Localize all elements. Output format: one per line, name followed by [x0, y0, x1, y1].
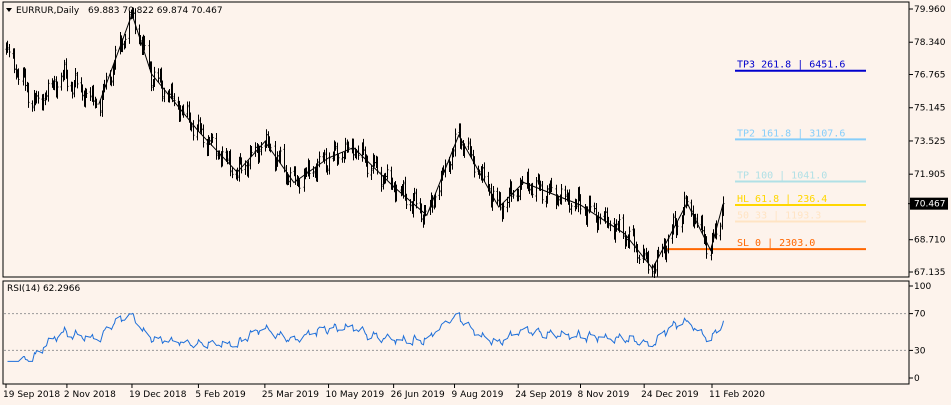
price-tick-label: 75.145 [914, 104, 946, 114]
header-symbol: EURRUR,Daily [16, 6, 80, 16]
price-axis: 79.960 78.340 76.765 75.145 73.525 71.905 68.7… [909, 5, 946, 278]
fib-level-label: TP3 261.8 | 6451.6 [737, 60, 845, 71]
date-tick-label: 19 Dec 2018 [129, 390, 187, 400]
header-ohlc: 69.883 70.822 69.874 70.467 [88, 6, 223, 16]
price-tick-label: 79.960 [914, 5, 946, 15]
rsi-tick-label: 0 [914, 374, 920, 384]
fib-level-label: SL 0 | 2303.0 [737, 238, 815, 249]
fib-level-label: 50 33 | 1193.3 [737, 210, 821, 221]
rsi-tick-label: 30 [914, 346, 926, 356]
date-tick-label: 5 Feb 2019 [195, 390, 246, 400]
price-tick-label: 73.525 [914, 137, 946, 147]
date-tick-label: 2 Nov 2018 [64, 390, 116, 400]
date-tick-label: 25 Mar 2019 [262, 390, 319, 400]
price-tick-label: 68.710 [914, 236, 946, 246]
current-price-label: 70.467 [914, 200, 946, 210]
fib-level-label: HL 61.8 | 236.4 [737, 194, 827, 205]
chart-header: EURRUR,Daily 69.883 70.822 69.874 70.467 [6, 6, 223, 16]
price-tick-label: 76.765 [914, 71, 946, 81]
collapse-arrow-icon[interactable] [6, 8, 12, 12]
rsi-line [7, 312, 724, 362]
date-tick-label: 8 Nov 2019 [577, 390, 629, 400]
fib-level-label: TP2 161.8 | 3107.6 [737, 128, 845, 139]
price-tick-label: 78.340 [914, 38, 946, 48]
rsi-tick-label: 70 [914, 310, 926, 320]
date-tick-label: 26 Jun 2019 [391, 390, 445, 400]
current-price-box [910, 197, 948, 210]
date-tick-label: 9 Aug 2019 [452, 390, 504, 400]
price-tick-label: 67.135 [914, 268, 946, 278]
date-tick-label: 10 May 2019 [326, 390, 385, 400]
fibonacci-levels: TP3 261.8 | 6451.6 TP2 161.8 | 3107.6 TP 1… [664, 60, 866, 251]
date-tick-label: 24 Dec 2019 [641, 390, 699, 400]
zigzag-trend-line [98, 12, 724, 270]
rsi-title: RSI(14) 62.2966 [7, 284, 80, 294]
rsi-tick-label: 100 [914, 282, 931, 292]
fib-level-label: TP 100 | 1041.0 [737, 170, 827, 181]
price-tick-label: 71.905 [914, 170, 946, 180]
rsi-pane [2, 280, 910, 385]
current-price-tag: 70.467 [908, 197, 948, 210]
date-tick-label: 24 Sep 2019 [515, 390, 572, 400]
date-tick-label: 11 Feb 2020 [709, 390, 765, 400]
date-axis: 19 Sep 2018 2 Nov 2018 19 Dec 2018 5 Feb 20… [3, 384, 765, 400]
date-tick-label: 19 Sep 2018 [3, 390, 60, 400]
